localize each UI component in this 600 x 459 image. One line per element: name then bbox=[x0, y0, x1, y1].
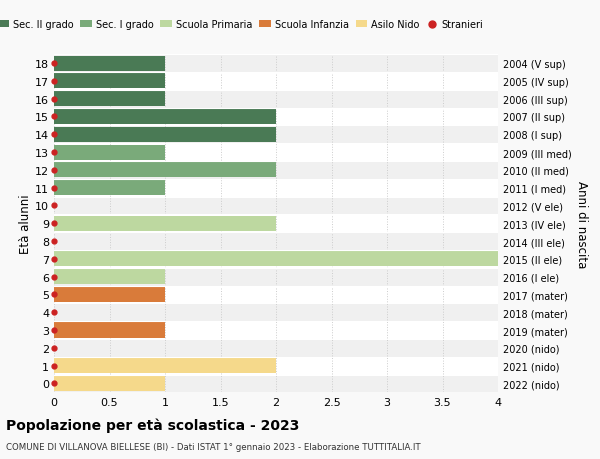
Bar bbox=[54, 375, 498, 392]
Bar bbox=[54, 162, 498, 179]
Bar bbox=[54, 216, 276, 231]
Bar bbox=[54, 55, 498, 73]
Bar bbox=[54, 197, 498, 215]
Bar bbox=[54, 358, 276, 373]
Bar bbox=[54, 357, 498, 375]
Bar bbox=[54, 321, 498, 339]
Y-axis label: Età alunni: Età alunni bbox=[19, 194, 32, 253]
Text: COMUNE DI VILLANOVA BIELLESE (BI) - Dati ISTAT 1° gennaio 2023 - Elaborazione TU: COMUNE DI VILLANOVA BIELLESE (BI) - Dati… bbox=[6, 442, 421, 451]
Bar bbox=[54, 181, 165, 196]
Bar bbox=[54, 215, 498, 233]
Bar bbox=[54, 108, 498, 126]
Bar bbox=[54, 92, 165, 107]
Legend: Sec. II grado, Sec. I grado, Scuola Primaria, Scuola Infanzia, Asilo Nido, Stran: Sec. II grado, Sec. I grado, Scuola Prim… bbox=[0, 16, 487, 34]
Bar bbox=[54, 268, 498, 286]
Bar bbox=[54, 144, 498, 162]
Bar bbox=[54, 269, 165, 285]
Bar bbox=[54, 90, 498, 108]
Bar bbox=[54, 73, 498, 90]
Bar bbox=[54, 74, 165, 89]
Bar bbox=[54, 339, 498, 357]
Bar bbox=[54, 286, 498, 304]
Bar bbox=[54, 126, 498, 144]
Bar bbox=[54, 304, 498, 321]
Bar bbox=[54, 110, 276, 125]
Bar bbox=[54, 56, 165, 72]
Bar bbox=[54, 323, 165, 338]
Y-axis label: Anni di nascita: Anni di nascita bbox=[575, 180, 588, 267]
Bar bbox=[54, 287, 165, 302]
Bar bbox=[54, 163, 276, 178]
Bar bbox=[54, 128, 276, 143]
Bar bbox=[54, 376, 165, 391]
Bar bbox=[54, 145, 165, 160]
Text: Popolazione per età scolastica - 2023: Popolazione per età scolastica - 2023 bbox=[6, 418, 299, 432]
Bar bbox=[54, 252, 498, 267]
Bar bbox=[54, 233, 498, 251]
Bar bbox=[54, 179, 498, 197]
Bar bbox=[54, 251, 498, 268]
